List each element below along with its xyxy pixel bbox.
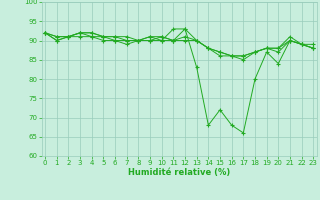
- X-axis label: Humidité relative (%): Humidité relative (%): [128, 168, 230, 177]
